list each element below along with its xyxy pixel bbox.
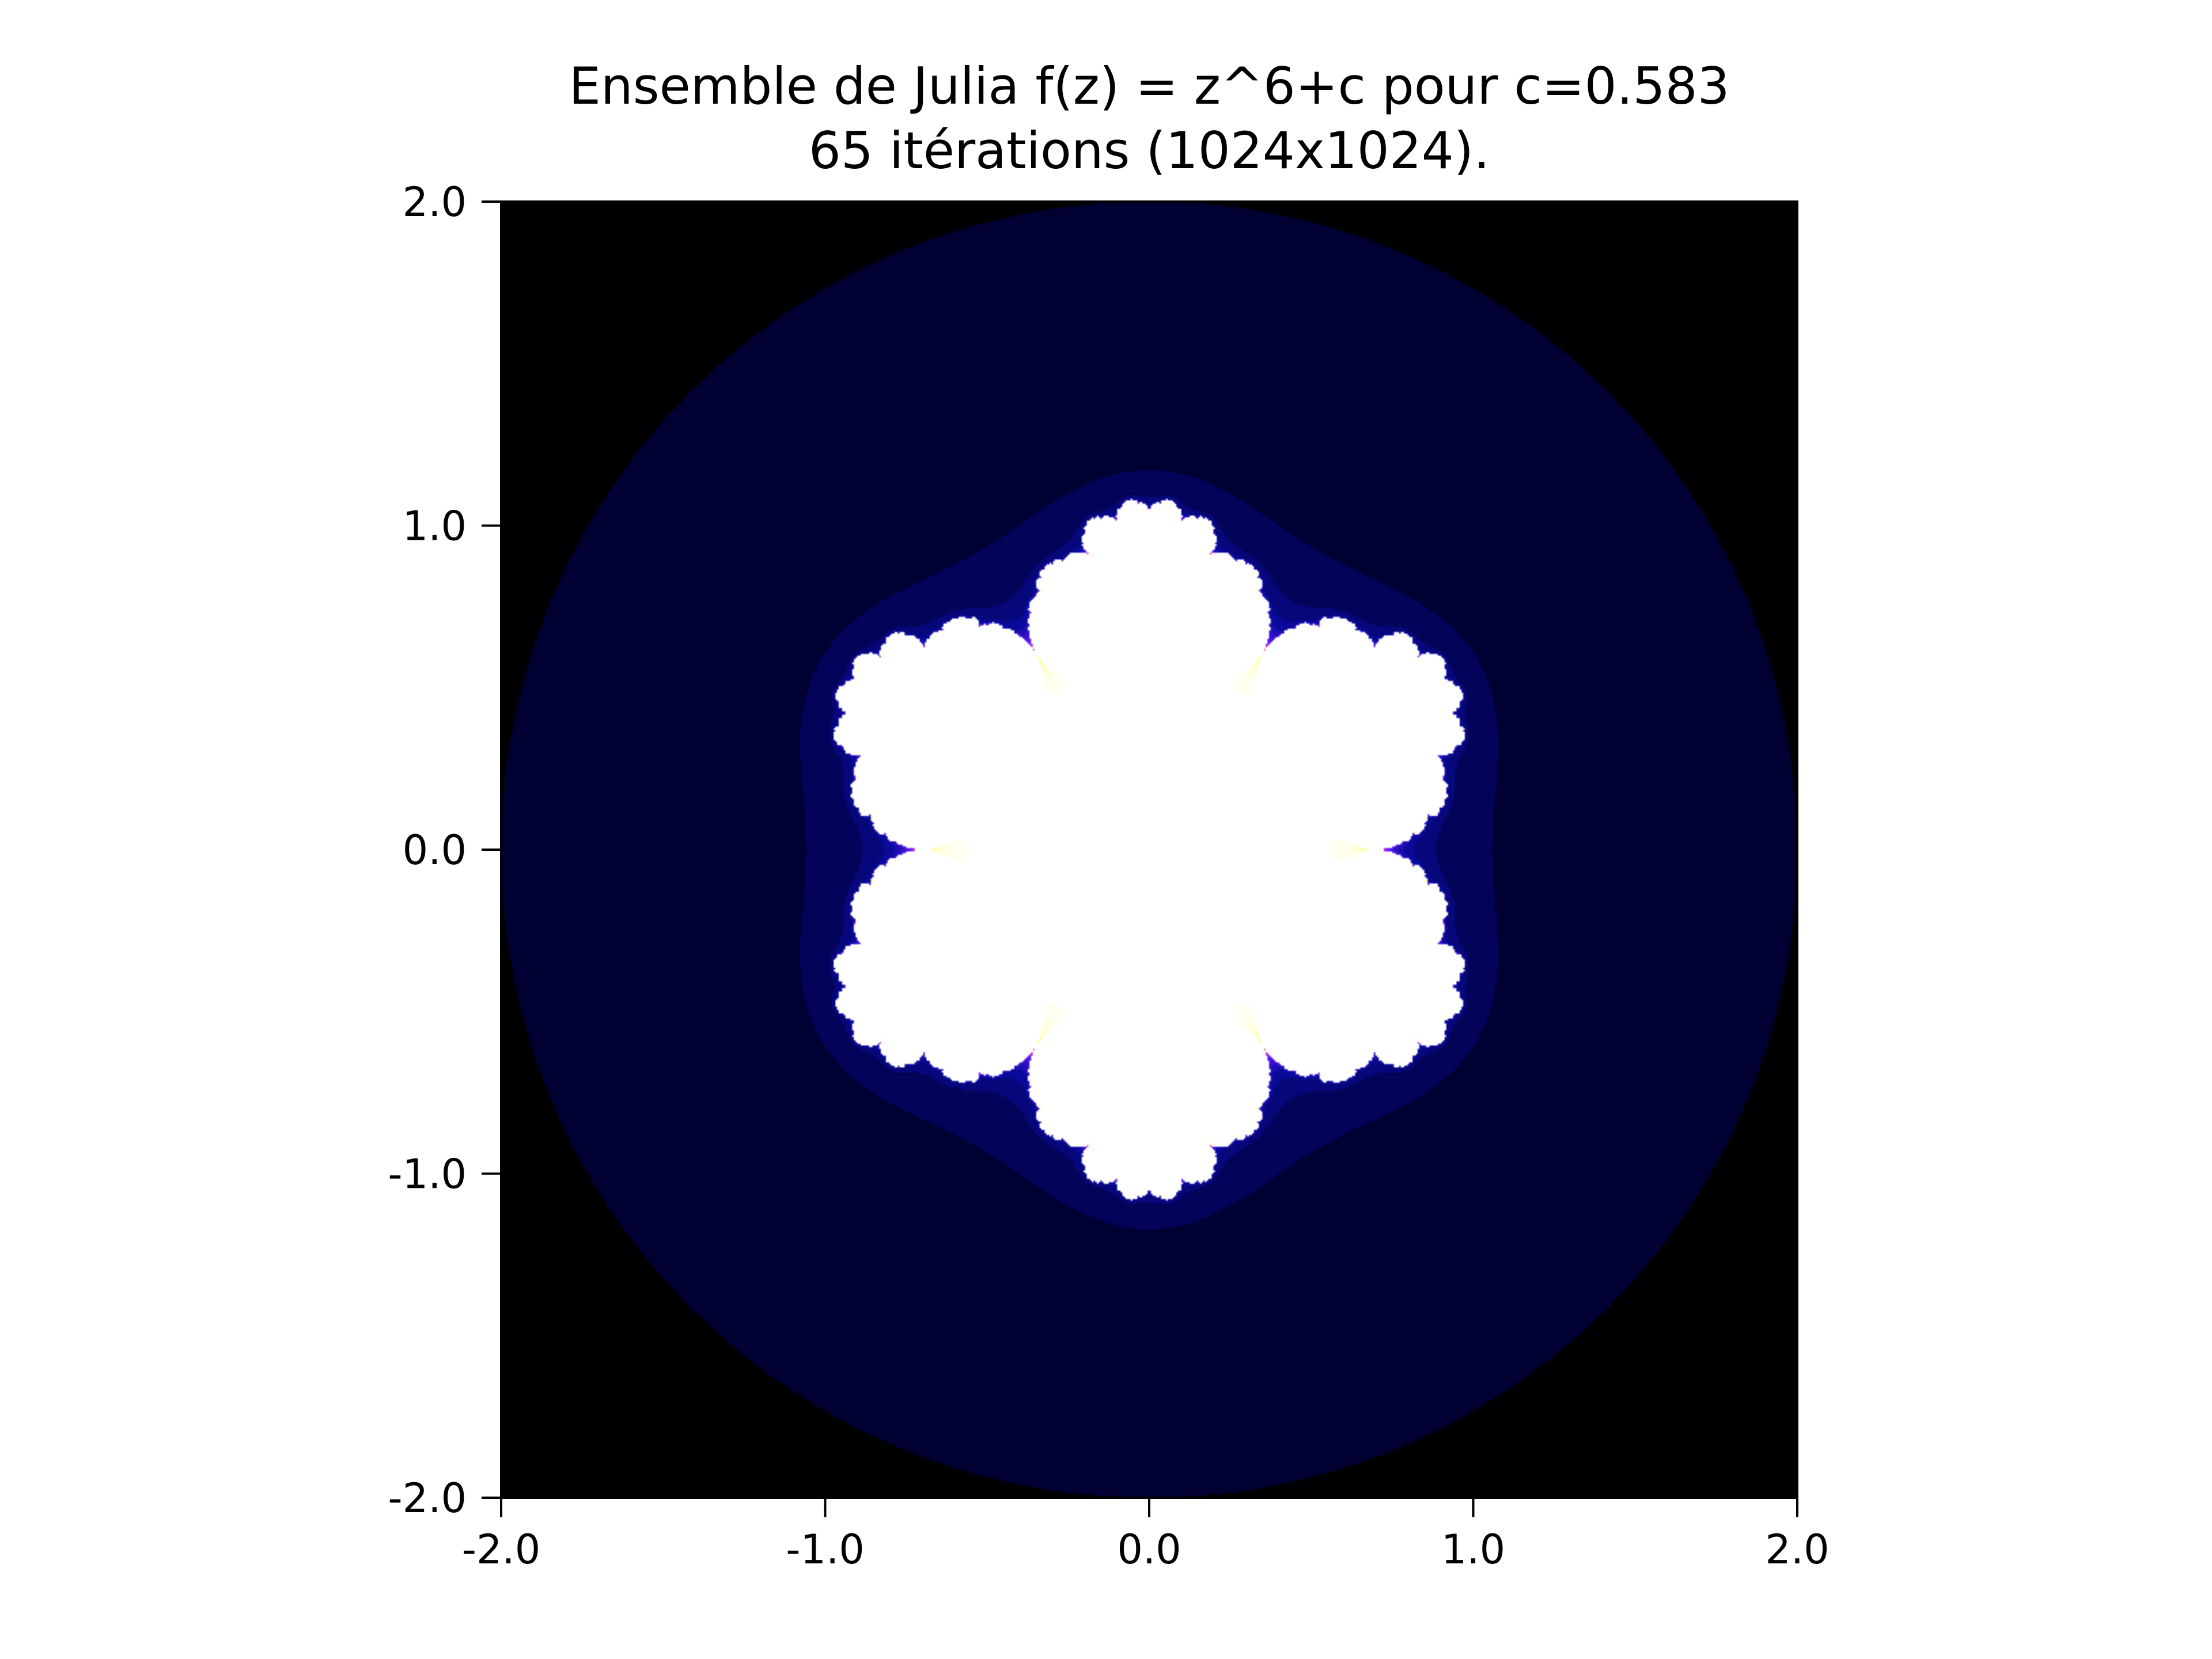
x-tick-label: 2.0	[1765, 1526, 1829, 1573]
y-tick-3: -1.0	[388, 1151, 501, 1198]
x-tick-0: -2.0	[462, 1498, 541, 1573]
y-tick-0: 2.0	[403, 179, 501, 226]
y-tick-label: 1.0	[403, 503, 467, 550]
x-tick-3: 1.0	[1441, 1498, 1505, 1573]
y-axis: 2.0 1.0 0.0 -1.0 -2.0	[388, 179, 501, 1522]
y-tick-label: -2.0	[388, 1475, 467, 1522]
y-tick-4: -2.0	[388, 1475, 501, 1522]
x-tick-1: -1.0	[786, 1498, 865, 1573]
y-tick-label: 0.0	[403, 827, 467, 874]
chart-title: Ensemble de Julia f(z) = z^6+c pour c=0.…	[569, 56, 1729, 116]
y-tick-2: 0.0	[403, 827, 501, 874]
x-tick-2: 0.0	[1117, 1498, 1181, 1573]
julia-set-image	[501, 202, 1797, 1498]
x-tick-label: -1.0	[786, 1526, 865, 1573]
x-tick-label: 1.0	[1441, 1526, 1505, 1573]
plot-area	[500, 200, 1798, 1499]
x-tick-label: 0.0	[1117, 1526, 1181, 1573]
x-tick-4: 2.0	[1765, 1498, 1830, 1573]
chart-subtitle: 65 itérations (1024x1024).	[809, 121, 1490, 180]
x-tick-label: -2.0	[462, 1526, 541, 1573]
y-tick-label: 2.0	[403, 179, 467, 226]
x-axis: -2.0 -1.0 0.0 1.0 2.0	[462, 1498, 1830, 1573]
y-tick-label: -1.0	[388, 1151, 467, 1198]
y-tick-1: 1.0	[403, 503, 501, 550]
